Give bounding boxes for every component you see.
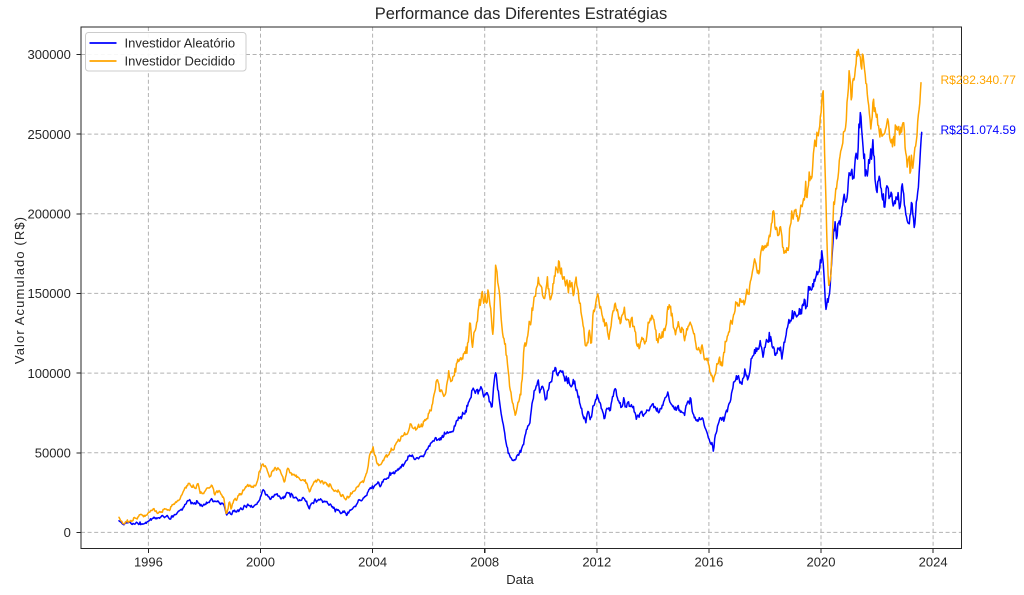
svg-text:2024: 2024 (919, 555, 948, 570)
svg-text:250000: 250000 (28, 127, 71, 142)
svg-text:2016: 2016 (694, 555, 723, 570)
svg-text:2000: 2000 (246, 555, 275, 570)
svg-text:50000: 50000 (35, 445, 71, 460)
svg-text:Investidor Decidido: Investidor Decidido (125, 54, 236, 69)
svg-text:2004: 2004 (358, 555, 387, 570)
svg-text:Valor Acumulado (R$): Valor Acumulado (R$) (12, 216, 27, 364)
svg-text:2020: 2020 (807, 555, 836, 570)
svg-text:200000: 200000 (28, 207, 71, 222)
svg-text:Investidor Aleatório: Investidor Aleatório (125, 36, 236, 51)
svg-text:Data: Data (506, 572, 534, 587)
svg-text:1996: 1996 (134, 555, 163, 570)
svg-text:300000: 300000 (28, 47, 71, 62)
svg-text:0: 0 (64, 525, 71, 540)
svg-text:Performance das Diferentes Est: Performance das Diferentes Estratégias (375, 5, 668, 23)
svg-text:2008: 2008 (470, 555, 499, 570)
svg-text:2012: 2012 (582, 555, 611, 570)
svg-text:R$282.340.77: R$282.340.77 (941, 73, 1017, 87)
svg-text:150000: 150000 (28, 286, 71, 301)
svg-text:100000: 100000 (28, 366, 71, 381)
svg-text:R$251.074.59: R$251.074.59 (941, 123, 1017, 137)
